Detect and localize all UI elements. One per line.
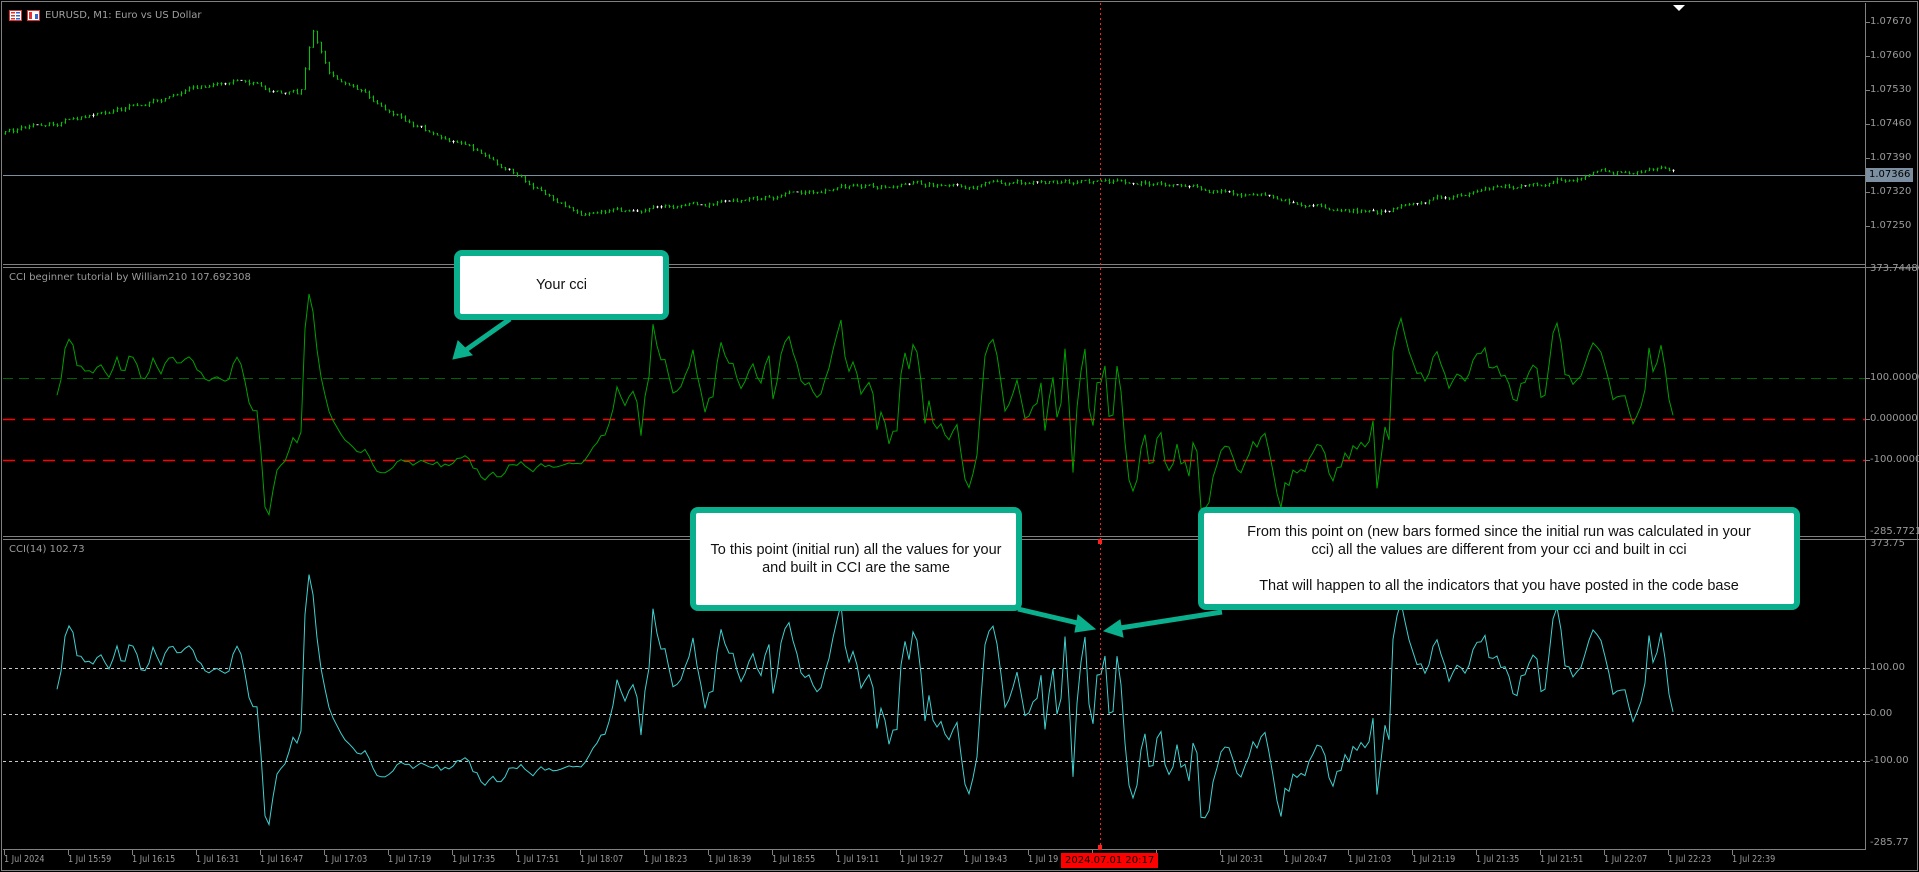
builtin-cci-axis-max: 373.75 — [1870, 538, 1905, 549]
custom-cci-axis-0: 0.000000 — [1870, 413, 1918, 424]
time-axis-label: 1 Jul 15:59 — [68, 854, 112, 865]
callout-new-bars-line-1: From this point on (new bars formed sinc… — [1247, 523, 1751, 540]
time-axis-label: 1 Jul 16:31 — [196, 854, 240, 865]
time-axis-label: 1 Jul 22:23 — [1668, 854, 1712, 865]
callout-new-bars: From this point on (new bars formed sinc… — [1198, 507, 1800, 610]
callout-new-bars-line-2: cci) all the values are different from y… — [1311, 541, 1687, 558]
time-axis-label: 1 Jul 19:27 — [900, 854, 944, 865]
time-axis-label: 1 Jul 20:47 — [1284, 854, 1328, 865]
callout-initial-run: To this point (initial run) all the valu… — [690, 507, 1022, 611]
callout-your-cci-text: Your cci — [535, 277, 588, 293]
chart-title: EURUSD, M1: Euro vs US Dollar — [9, 10, 201, 21]
crosshair-time-label: 2024.07.01 20:17 — [1061, 853, 1159, 868]
chart-shift-marker-icon[interactable] — [1673, 5, 1685, 11]
builtin-cci-title: CCI(14) 102.73 — [9, 544, 85, 555]
time-axis-label: 1 Jul 19:11 — [836, 854, 880, 865]
price-axis-label: 1.07600 — [1870, 50, 1912, 61]
time-axis-label: 1 Jul 20:31 — [1220, 854, 1264, 865]
callout-new-bars-line-4: That will happen to all the indicators t… — [1259, 577, 1739, 594]
time-axis-label: 1 Jul 18:39 — [708, 854, 752, 865]
time-axis-label: 1 Jul 22:39 — [1732, 854, 1776, 865]
price-doji-candles — [36, 79, 1675, 213]
time-axis-label: 1 Jul 17:19 — [388, 854, 432, 865]
builtin-cci-axis-0: 0.00 — [1870, 708, 1893, 719]
time-axis-label: 1 Jul 19:43 — [964, 854, 1008, 865]
price-candles — [4, 29, 1671, 217]
time-axis-label: 1 Jul 18:07 — [580, 854, 624, 865]
time-axis-label: 1 Jul 17:35 — [452, 854, 496, 865]
callout-your-cci: Your cci — [454, 250, 669, 320]
time-axis-label: 1 Jul 21:51 — [1540, 854, 1584, 865]
price-axis-label: 1.07250 — [1870, 220, 1912, 231]
time-axis-label: 1 Jul 18:23 — [644, 854, 688, 865]
custom-cci-axis-100: 100.000000 — [1870, 372, 1919, 383]
crosshair-axis-marker — [1098, 845, 1102, 850]
time-axis-label: 1 Jul 21:03 — [1348, 854, 1392, 865]
builtin-cci-axis-min: -285.77 — [1870, 837, 1909, 848]
time-axis-label: 1 Jul 17:03 — [324, 854, 368, 865]
current-price-label: 1.07366 — [1866, 168, 1914, 182]
arrow-initial-run — [1017, 606, 1083, 627]
custom-cci-axis-max: 373.744805 — [1870, 263, 1919, 274]
crosshair-marker — [1098, 539, 1102, 544]
time-axis-label: 1 Jul 16:47 — [260, 854, 304, 865]
arrow-your-cci — [461, 316, 512, 355]
template-icon[interactable] — [27, 10, 40, 21]
custom-cci-axis-minus-100: -100.000000 — [1870, 454, 1919, 465]
axis-ticks — [4, 22, 1870, 855]
chart-list-icon[interactable] — [9, 10, 22, 21]
builtin-cci-axis-100: 100.00 — [1870, 662, 1905, 673]
price-axis-label: 1.07530 — [1870, 84, 1912, 95]
callout-initial-run-line-1: To this point (initial run) all the valu… — [710, 542, 1002, 558]
time-axis-label: 1 Jul 2024 — [4, 854, 45, 865]
custom-cci-title: CCI beginner tutorial by William210 107.… — [9, 272, 251, 283]
price-axis-label: 1.07460 — [1870, 118, 1912, 129]
builtin-cci-line — [56, 574, 1674, 827]
annotation-arrows — [452, 316, 1223, 638]
arrowhead-new-bars-icon — [1102, 619, 1124, 638]
time-axis-label: 1 Jul 22:07 — [1604, 854, 1648, 865]
time-axis-label: 1 Jul 21:35 — [1476, 854, 1520, 865]
arrow-new-bars — [1119, 609, 1223, 631]
time-axis-label: 1 Jul 19 — [1028, 854, 1059, 865]
custom-cci-axis-min: -285.772142 — [1870, 526, 1919, 537]
time-axis-label: 1 Jul 21:19 — [1412, 854, 1456, 865]
callout-initial-run-line-2: and built in CCI are the same — [762, 560, 950, 576]
custom-cci-line — [56, 293, 1674, 517]
time-axis-label: 1 Jul 17:51 — [516, 854, 560, 865]
price-axis-label: 1.07390 — [1870, 152, 1912, 163]
time-axis-label: 1 Jul 16:15 — [132, 854, 176, 865]
chart-title-text: EURUSD, M1: Euro vs US Dollar — [45, 10, 202, 21]
price-axis-label: 1.07670 — [1870, 16, 1912, 27]
arrowhead-your-cci-icon — [452, 340, 474, 360]
arrowhead-initial-run-icon — [1074, 614, 1097, 633]
builtin-cci-axis-minus-100: -100.00 — [1870, 755, 1909, 766]
price-axis-label: 1.07320 — [1870, 186, 1912, 197]
time-axis-label: 1 Jul 18:55 — [772, 854, 816, 865]
